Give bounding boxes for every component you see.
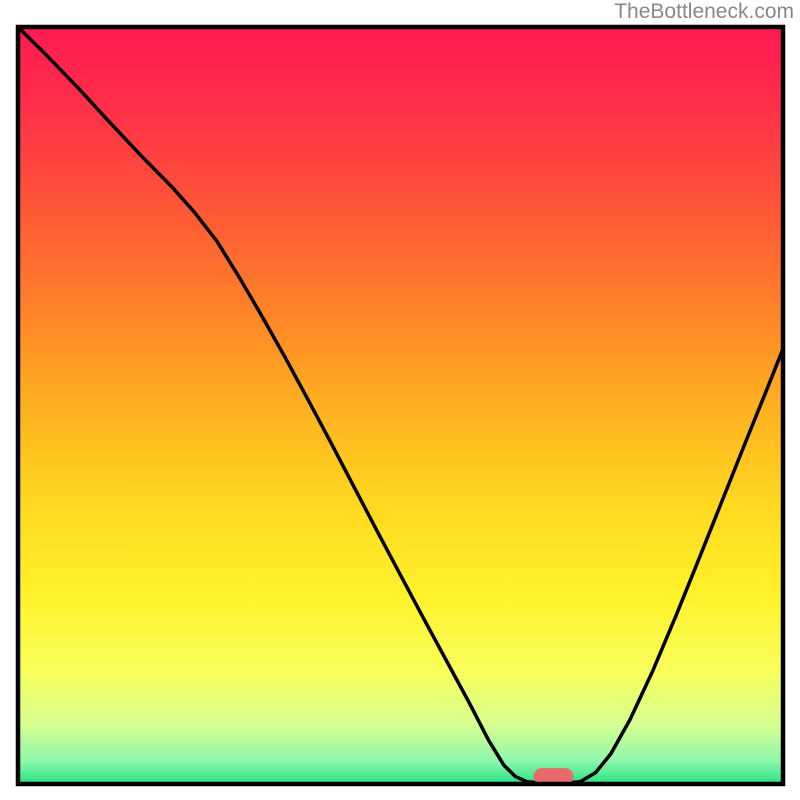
watermark-text: TheBottleneck.com (614, 0, 794, 24)
figure-root: TheBottleneck.com (0, 0, 800, 800)
gradient-background (18, 27, 783, 784)
plot-container (0, 0, 800, 800)
chart-svg (0, 0, 800, 800)
